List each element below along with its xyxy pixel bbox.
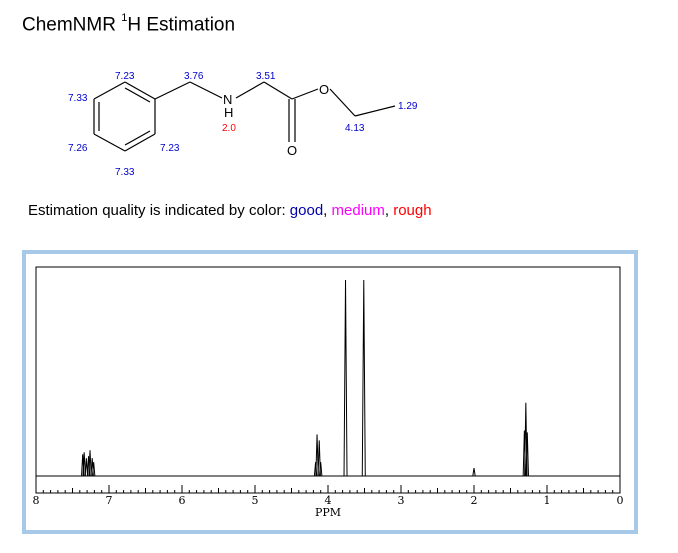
shift-label: 2.0 (222, 123, 236, 134)
shift-label: 4.13 (345, 123, 365, 134)
spectrum-peak (84, 458, 89, 477)
shift-label: 7.33 (68, 93, 88, 104)
x-tick-label: 2 (471, 494, 478, 507)
shift-label: 7.23 (160, 143, 180, 154)
shift-label: 7.33 (115, 167, 135, 178)
spectrum-peak (88, 450, 92, 477)
page-title: ChemNMR 1H Estimation (22, 12, 236, 36)
x-tick-label: 8 (33, 494, 40, 507)
spectrum-peak (525, 432, 529, 477)
x-tick-label: 4 (325, 494, 332, 507)
spectrum-peak (315, 434, 319, 477)
x-tick-label: 6 (179, 494, 186, 507)
atom-oxygen-carbonyl: O (287, 143, 297, 158)
quality-good: good (289, 202, 324, 219)
x-axis-ticks: 8 7 6 5 4 3 2 1 0 (33, 485, 624, 507)
quality-separator: , (323, 202, 332, 219)
shift-label: 1.29 (398, 101, 418, 112)
x-tick-label: 3 (398, 494, 405, 507)
shift-label: 3.51 (256, 71, 276, 82)
spectrum-peaks (81, 279, 529, 477)
spectrum-peak (361, 279, 366, 477)
x-tick-label: 5 (252, 494, 259, 507)
x-tick-label: 1 (544, 494, 551, 507)
shift-label: 7.26 (68, 143, 88, 154)
nmr-spectrum: 8 7 6 5 4 3 2 1 0 PPM (33, 266, 624, 519)
x-tick-label: 0 (617, 494, 624, 507)
title-tail: H Estimation (127, 14, 236, 36)
title-main: ChemNMR (22, 14, 122, 36)
title-superscript: 1 (121, 12, 128, 24)
plot-border (35, 266, 621, 494)
shift-label: 7.23 (115, 71, 135, 82)
atom-hydrogen: H (224, 105, 233, 120)
molecule-bonds (93, 81, 396, 152)
quality-separator: , (384, 202, 394, 219)
molecule-structure: N H O O 7.23 7.33 7.26 7.33 7.23 3.76 3.… (68, 71, 418, 178)
x-tick-label: 7 (106, 494, 113, 507)
spectrum-peak (472, 468, 476, 477)
spectrum-peak (319, 462, 323, 477)
x-axis-label: PPM (315, 506, 341, 519)
quality-medium: medium (331, 202, 385, 219)
spectrum-peak (82, 452, 86, 477)
spectrum-peak (343, 279, 348, 477)
quality-rough: rough (393, 202, 432, 219)
atom-nitrogen: N (223, 92, 232, 107)
quality-legend: Estimation quality is indicated by color… (28, 202, 432, 219)
atom-oxygen-ether: O (319, 82, 329, 97)
spectrum-peak (91, 462, 96, 477)
spectrum-frame: 8 7 6 5 4 3 2 1 0 PPM (22, 250, 638, 534)
quality-prefix: Estimation quality is indicated by color… (28, 202, 290, 219)
shift-label: 3.76 (184, 71, 204, 82)
